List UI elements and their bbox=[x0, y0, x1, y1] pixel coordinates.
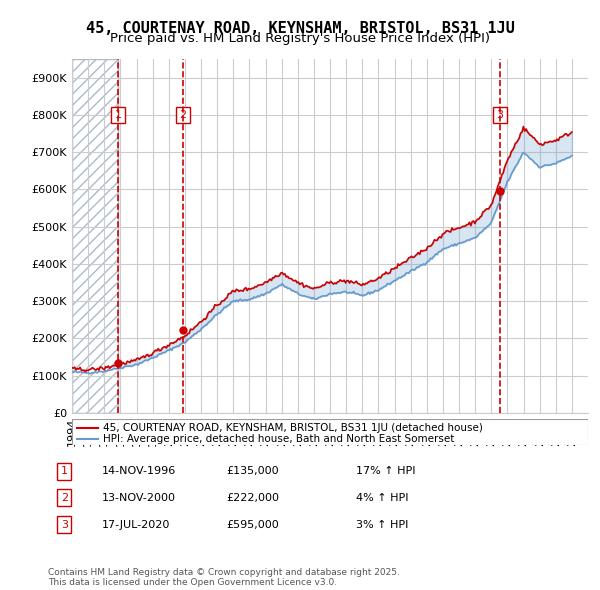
FancyBboxPatch shape bbox=[72, 419, 588, 445]
Text: 1: 1 bbox=[115, 110, 122, 120]
Text: 13-NOV-2000: 13-NOV-2000 bbox=[102, 493, 176, 503]
Text: 2: 2 bbox=[179, 110, 187, 120]
Text: 4% ↑ HPI: 4% ↑ HPI bbox=[356, 493, 408, 503]
Bar bbox=[72, 59, 118, 413]
Text: £135,000: £135,000 bbox=[226, 466, 279, 476]
Text: 17% ↑ HPI: 17% ↑ HPI bbox=[356, 466, 415, 476]
Text: HPI: Average price, detached house, Bath and North East Somerset: HPI: Average price, detached house, Bath… bbox=[103, 434, 454, 444]
Text: £222,000: £222,000 bbox=[226, 493, 279, 503]
Text: 1: 1 bbox=[61, 466, 68, 476]
Text: Contains HM Land Registry data © Crown copyright and database right 2025.
This d: Contains HM Land Registry data © Crown c… bbox=[48, 568, 400, 587]
Text: 45, COURTENAY ROAD, KEYNSHAM, BRISTOL, BS31 1JU: 45, COURTENAY ROAD, KEYNSHAM, BRISTOL, B… bbox=[86, 21, 514, 35]
Text: 2: 2 bbox=[61, 493, 68, 503]
Text: 3% ↑ HPI: 3% ↑ HPI bbox=[356, 520, 408, 530]
Text: 3: 3 bbox=[496, 110, 503, 120]
Text: 14-NOV-1996: 14-NOV-1996 bbox=[102, 466, 176, 476]
Text: £595,000: £595,000 bbox=[226, 520, 279, 530]
Text: 17-JUL-2020: 17-JUL-2020 bbox=[102, 520, 170, 530]
Text: 45, COURTENAY ROAD, KEYNSHAM, BRISTOL, BS31 1JU (detached house): 45, COURTENAY ROAD, KEYNSHAM, BRISTOL, B… bbox=[103, 423, 483, 433]
Text: 3: 3 bbox=[61, 520, 68, 530]
Text: Price paid vs. HM Land Registry's House Price Index (HPI): Price paid vs. HM Land Registry's House … bbox=[110, 32, 490, 45]
